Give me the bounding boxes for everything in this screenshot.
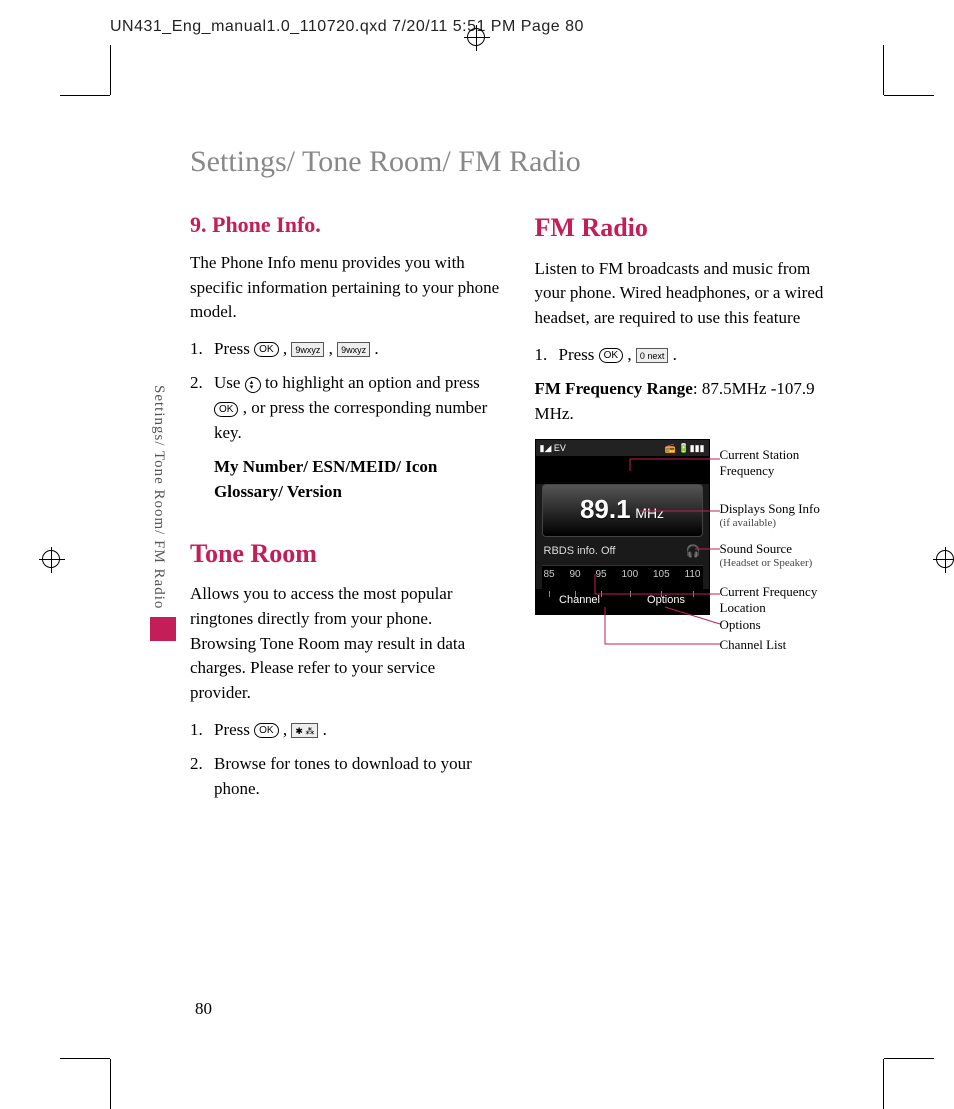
text: Press [559, 345, 599, 364]
frequency-scale: 85 90 95 100 105 110 [542, 565, 703, 589]
crop-mark [883, 45, 884, 95]
callout-song-info: Displays Song Info(if available) [720, 501, 820, 531]
scale-tick: 90 [569, 568, 580, 589]
body-text: Listen to FM broadcasts and music from y… [535, 257, 845, 331]
crop-mark [110, 1059, 111, 1109]
page-number: 80 [195, 999, 212, 1019]
phone-diagram: ▮◢ EV 📻 🔋▮▮▮ 89.1 MHz RBDS info. Off 🎧 8… [535, 439, 845, 615]
body-text: Allows you to access the most popular ri… [190, 582, 500, 705]
zero-key-icon: 0 next [636, 348, 669, 363]
callout-freq-location: Current FrequencyLocation [720, 584, 818, 617]
phone-spacer [536, 456, 709, 484]
step: 1. Press OK , ✱ ⁂ . [190, 718, 500, 743]
signal-icon: ▮◢ EV [540, 442, 566, 454]
step: 2. Browse for tones to download to your … [190, 752, 500, 801]
step-number: 2. [190, 752, 214, 801]
body-text: FM Frequency Range: 87.5MHz -107.9 MHz. [535, 377, 845, 426]
section-tone-room: Tone Room [190, 535, 500, 573]
text: , or press the corresponding number key. [214, 398, 487, 442]
softkey-channel: Channel [559, 593, 600, 609]
nine-key-icon: 9wxyz [291, 342, 324, 357]
step: 1. Press OK , 9wxyz , 9wxyz . [190, 337, 500, 362]
option-list: My Number/ ESN/MEID/ Icon Glossary/ Vers… [214, 455, 500, 504]
chapter-title: Settings/ Tone Room/ FM Radio [190, 145, 844, 179]
nine-key-icon: 9wxyz [337, 342, 370, 357]
step-number: 1. [535, 343, 559, 368]
text: Press [214, 339, 254, 358]
step-number: 1. [190, 337, 214, 362]
crop-mark [883, 1059, 884, 1109]
step-body: Press OK , 0 next . [559, 343, 845, 368]
registration-mark [42, 550, 60, 568]
step-number: 1. [190, 718, 214, 743]
freq-range-label: FM Frequency Range [535, 379, 693, 398]
rbds-text: RBDS info. Off [544, 544, 616, 560]
side-tab-text: Settings/ Tone Room/ FM Radio [150, 385, 167, 609]
text: Use [214, 373, 245, 392]
page-content: Settings/ Tone Room/ FM Radio Settings/ … [110, 95, 884, 1059]
section-phone-info: 9. Phone Info. [190, 209, 500, 241]
left-column: 9. Phone Info. The Phone Info menu provi… [190, 209, 500, 811]
star-key-icon: ✱ ⁂ [291, 723, 318, 738]
registration-mark [467, 28, 485, 46]
frequency-unit: MHz [635, 505, 664, 521]
text: to highlight an option and press [265, 373, 480, 392]
section-fm-radio: FM Radio [535, 209, 845, 247]
registration-mark [936, 550, 954, 568]
scale-tick: 100 [621, 568, 638, 589]
crop-mark [884, 1058, 934, 1059]
callout-frequency: Current StationFrequency [720, 447, 800, 480]
step-number: 2. [190, 371, 214, 516]
step-body: Browse for tones to download to your pho… [214, 752, 500, 801]
scale-tick: 95 [595, 568, 606, 589]
ok-key-icon: OK [214, 402, 238, 417]
step-body: Use to highlight an option and press OK … [214, 371, 500, 516]
softkey-options: Options [647, 593, 685, 609]
step: 1. Press OK , 0 next . [535, 343, 845, 368]
callout-sound-source: Sound Source(Headset or Speaker) [720, 541, 813, 571]
softkey-row: Channel Options [536, 589, 709, 614]
phone-status-bar: ▮◢ EV 📻 🔋▮▮▮ [536, 440, 709, 456]
print-header: UN431_Eng_manual1.0_110720.qxd 7/20/11 5… [110, 18, 584, 36]
crop-mark [60, 1058, 110, 1059]
battery-icon: 📻 🔋▮▮▮ [665, 442, 705, 454]
side-tab-bar [150, 617, 176, 641]
scale-tick: 105 [653, 568, 670, 589]
text: Press [214, 720, 254, 739]
right-column: FM Radio Listen to FM broadcasts and mus… [535, 209, 845, 811]
phone-screen: ▮◢ EV 📻 🔋▮▮▮ 89.1 MHz RBDS info. Off 🎧 8… [535, 439, 710, 615]
rbds-row: RBDS info. Off 🎧 [536, 537, 709, 564]
crop-mark [60, 95, 110, 96]
headphone-icon: 🎧 [686, 543, 701, 560]
frequency-value: 89.1 [580, 494, 631, 524]
ok-key-icon: OK [254, 723, 278, 738]
scale-tick: 110 [685, 568, 701, 589]
ok-key-icon: OK [599, 348, 623, 363]
step-body: Press OK , 9wxyz , 9wxyz . [214, 337, 500, 362]
crop-mark [884, 95, 934, 96]
frequency-display: 89.1 MHz [542, 484, 703, 538]
side-tab: Settings/ Tone Room/ FM Radio [150, 385, 178, 641]
ok-key-icon: OK [254, 342, 278, 357]
scale-tick: 85 [544, 568, 555, 589]
callout-channel-list: Channel List [720, 637, 787, 653]
nav-key-icon [245, 377, 261, 393]
callout-options: Options [720, 617, 761, 633]
crop-mark [110, 45, 111, 95]
step: 2. Use to highlight an option and press … [190, 371, 500, 516]
body-text: The Phone Info menu provides you with sp… [190, 251, 500, 325]
step-body: Press OK , ✱ ⁂ . [214, 718, 500, 743]
